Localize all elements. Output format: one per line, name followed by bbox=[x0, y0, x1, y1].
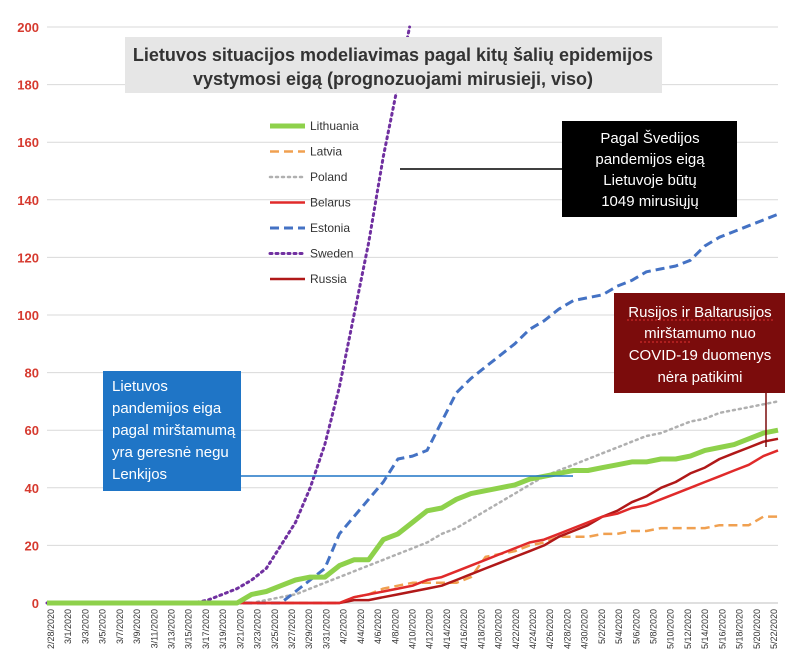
x-tick-label: 4/22/2020 bbox=[511, 609, 521, 649]
annotation-russia-belarus-line-2: mirštamumo nuo bbox=[644, 325, 756, 342]
x-axis-ticks: 2/28/2020 3/1/2020 3/3/2020 3/5/2020 3/7/202… bbox=[46, 609, 779, 649]
y-tick-label: 40 bbox=[25, 481, 39, 496]
annotation-lithuania: Lietuvos pandemijos eiga pagal mirštamum… bbox=[103, 371, 241, 491]
x-tick-label: 3/3/2020 bbox=[80, 609, 90, 644]
x-tick-label: 4/2/2020 bbox=[339, 609, 349, 644]
x-tick-label: 5/10/2020 bbox=[666, 609, 676, 649]
legend-label-estonia: Estonia bbox=[310, 221, 350, 235]
x-tick-label: 3/17/2020 bbox=[201, 609, 211, 649]
x-tick-label: 4/4/2020 bbox=[356, 609, 366, 644]
legend-label-russia: Russia bbox=[310, 272, 347, 286]
y-tick-label: 200 bbox=[17, 20, 39, 35]
annotation-russia-belarus-line-3: COVID-19 duomenys bbox=[629, 347, 772, 364]
annotation-lithuania-line-4: yra geresnė negu bbox=[112, 444, 229, 461]
x-tick-label: 3/11/2020 bbox=[149, 609, 159, 648]
annotation-russia-belarus: Rusijos ir Baltarusijos mirštamumo nuo C… bbox=[614, 293, 785, 393]
annotation-sweden-line-3: Lietuvoje būtų bbox=[603, 172, 696, 189]
series-line-poland bbox=[45, 400, 780, 605]
x-tick-label: 5/12/2020 bbox=[683, 609, 693, 649]
title-background bbox=[125, 37, 662, 93]
legend-label-poland: Poland bbox=[310, 170, 347, 184]
x-tick-label: 3/5/2020 bbox=[98, 609, 108, 644]
legend-label-latvia: Latvia bbox=[310, 145, 342, 159]
x-tick-label: 3/25/2020 bbox=[270, 609, 280, 649]
x-tick-label: 5/22/2020 bbox=[769, 609, 779, 649]
legend-label-sweden: Sweden bbox=[310, 247, 353, 261]
x-tick-label: 5/14/2020 bbox=[700, 609, 710, 649]
y-tick-label: 160 bbox=[17, 135, 39, 150]
x-tick-label: 4/24/2020 bbox=[528, 609, 538, 649]
annotation-russia-belarus-line-4: nėra patikimi bbox=[657, 369, 742, 386]
annotation-lithuania-box bbox=[103, 371, 241, 491]
legend-label-lithuania: Lithuania bbox=[310, 119, 359, 133]
annotation-lithuania-line-2: pandemijos eiga bbox=[112, 400, 222, 417]
series-line-estonia bbox=[47, 212, 779, 605]
x-tick-label: 3/15/2020 bbox=[184, 609, 194, 649]
x-tick-label: 5/6/2020 bbox=[631, 609, 641, 644]
x-tick-label: 3/29/2020 bbox=[304, 609, 314, 649]
annotation-sweden-line-4: 1049 mirusiųjų bbox=[601, 193, 699, 210]
title-line-2: vystymosi eigą (prognozuojami mirusieji,… bbox=[193, 69, 593, 89]
x-tick-label: 5/16/2020 bbox=[717, 609, 727, 649]
annotation-lithuania-line-3: pagal mirštamumą bbox=[112, 422, 236, 439]
x-tick-label: 4/26/2020 bbox=[545, 609, 555, 649]
y-tick-label: 180 bbox=[17, 78, 39, 93]
annotation-sweden-line-1: Pagal Švedijos bbox=[600, 130, 699, 147]
x-tick-label: 3/19/2020 bbox=[218, 609, 228, 649]
y-tick-label: 140 bbox=[17, 193, 39, 208]
x-tick-label: 4/14/2020 bbox=[442, 609, 452, 649]
x-tick-label: 4/6/2020 bbox=[373, 609, 383, 644]
annotation-lithuania-line-5: Lenkijos bbox=[112, 466, 167, 483]
x-tick-label: 4/16/2020 bbox=[459, 609, 469, 649]
x-tick-label: 4/20/2020 bbox=[494, 609, 504, 649]
annotation-sweden-line-2: pandemijos eigą bbox=[595, 151, 705, 168]
x-tick-label: 5/18/2020 bbox=[735, 609, 745, 649]
x-tick-label: 4/10/2020 bbox=[408, 609, 418, 649]
x-tick-label: 5/20/2020 bbox=[752, 609, 762, 649]
x-tick-label: 4/8/2020 bbox=[390, 609, 400, 644]
title-line-1: Lietuvos situacijos modeliavimas pagal k… bbox=[133, 45, 653, 65]
legend: Lithuania Latvia Poland Belarus Estonia Swede… bbox=[268, 119, 359, 286]
x-tick-label: 3/7/2020 bbox=[115, 609, 125, 644]
y-tick-label: 0 bbox=[32, 596, 39, 611]
x-tick-label: 4/30/2020 bbox=[580, 609, 590, 649]
annotation-lithuania-line-1: Lietuvos bbox=[112, 378, 168, 395]
series-line-belarus bbox=[47, 449, 779, 605]
annotation-connectors bbox=[241, 168, 767, 477]
series-lines bbox=[45, 25, 780, 606]
x-tick-label: 3/1/2020 bbox=[63, 609, 73, 644]
y-tick-label: 100 bbox=[17, 308, 39, 323]
x-tick-label: 4/18/2020 bbox=[476, 609, 486, 649]
annotation-sweden-box bbox=[562, 121, 737, 217]
x-tick-label: 4/12/2020 bbox=[425, 609, 435, 649]
annotation-sweden: Pagal Švedijos pandemijos eigą Lietuvoje… bbox=[562, 121, 737, 217]
series-line-sweden bbox=[45, 25, 412, 605]
x-tick-label: 3/27/2020 bbox=[287, 609, 297, 649]
annotation-russia-belarus-line-1: Rusijos ir Baltarusijos bbox=[628, 304, 771, 321]
series-line-lithuania bbox=[47, 427, 779, 606]
legend-label-belarus: Belarus bbox=[310, 196, 351, 210]
x-tick-label: 3/13/2020 bbox=[167, 609, 177, 649]
y-axis-ticks: 0 20 40 60 80 100 120 140 160 180 200 bbox=[17, 20, 39, 611]
x-tick-label: 3/23/2020 bbox=[253, 609, 263, 649]
x-tick-label: 3/9/2020 bbox=[132, 609, 142, 644]
x-tick-label: 5/8/2020 bbox=[649, 609, 659, 644]
y-tick-label: 120 bbox=[17, 250, 39, 265]
x-tick-label: 5/4/2020 bbox=[614, 609, 624, 644]
series-line-russia bbox=[47, 437, 779, 605]
y-tick-label: 20 bbox=[25, 538, 39, 553]
y-tick-label: 60 bbox=[25, 423, 39, 438]
y-tick-label: 80 bbox=[25, 366, 39, 381]
chart-title: Lietuvos situacijos modeliavimas pagal k… bbox=[125, 37, 662, 93]
x-tick-label: 3/21/2020 bbox=[235, 609, 245, 649]
annotation-russia-belarus-box bbox=[614, 293, 785, 393]
x-tick-label: 3/31/2020 bbox=[321, 609, 331, 649]
x-tick-label: 2/28/2020 bbox=[46, 609, 56, 649]
x-tick-label: 5/2/2020 bbox=[597, 609, 607, 644]
x-tick-label: 4/28/2020 bbox=[562, 609, 572, 649]
